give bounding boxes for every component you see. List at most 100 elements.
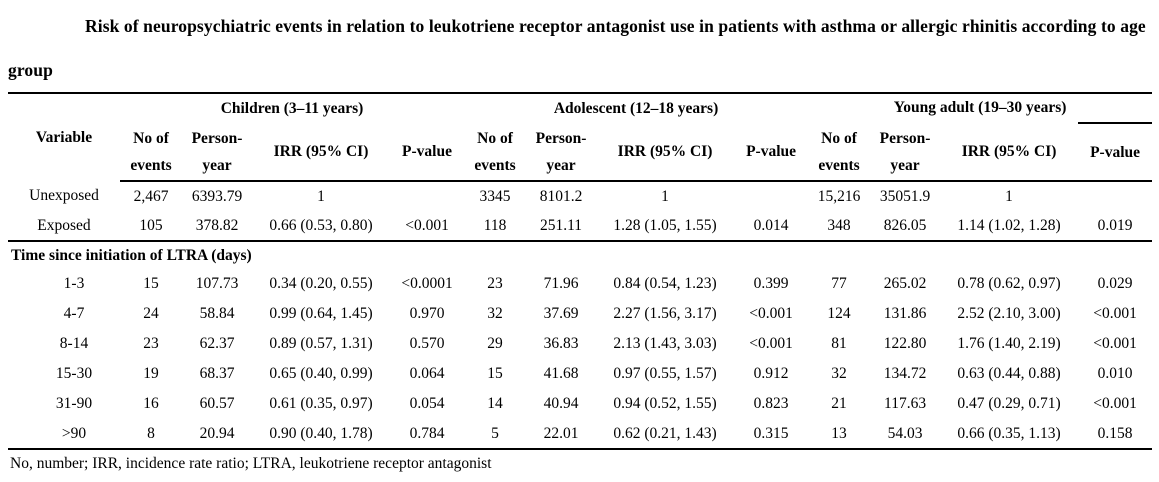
cell-young-adult-no-of-events: 13 — [808, 419, 871, 450]
group-header-adolescent: Adolescent (12–18 years) — [464, 92, 809, 123]
cell-children-irr-95ci: 0.90 (0.40, 1.78) — [252, 419, 390, 450]
cell-children-p-value: 0.064 — [409, 365, 445, 382]
cell-young-adult-p-value: <0.001 — [1093, 305, 1137, 322]
cell-children-p-value: 0.784 — [390, 419, 465, 450]
cell-adolescent-person-year: 8101.2 — [539, 187, 583, 205]
cell-young-adult-irr-95ci: 1.76 (1.40, 2.19) — [957, 335, 1061, 352]
sub-header-irr-95ci-children: IRR (95% CI) — [252, 123, 390, 182]
cell-children-no-of-events: 19 — [143, 365, 159, 382]
cell-young-adult-no-of-events: 77 — [831, 275, 847, 292]
cell-young-adult-no-of-events: 15,216 — [817, 187, 861, 205]
sub-header-no-of-events-young-adult: No of events — [808, 123, 871, 182]
sub-header-person-year-children: Person-year — [182, 123, 252, 182]
cell-young-adult-person-year: 35051.9 — [879, 187, 931, 205]
cell-children-no-of-events: 16 — [143, 395, 159, 412]
section-header: Time since initiation of LTRA (days) — [8, 240, 1153, 269]
group-header-young-adult: Young adult (19–30 years) — [808, 92, 1153, 123]
cell-adolescent-p-value: 0.823 — [753, 395, 789, 412]
cell-adolescent-no-of-events: 29 — [487, 335, 503, 352]
cell-children-p-value: <0.0001 — [401, 275, 453, 292]
table-row: 4-7 24 58.84 0.99 (0.64, 1.45) 0.970 32 37.69 2… — [8, 299, 1152, 329]
cell-young-adult-p-value: 0.019 — [1097, 216, 1133, 234]
page: Risk of neuropsychiatric events in relat… — [0, 4, 1159, 482]
cell-children-person-year: 378.82 — [195, 216, 239, 234]
cell-young-adult-p-value: <0.001 — [1093, 395, 1137, 412]
row-label: 1-3 — [63, 275, 85, 292]
row-label: 4-7 — [63, 305, 85, 322]
cell-adolescent-irr-95ci: 0.62 (0.21, 1.43) — [596, 419, 735, 450]
cell-adolescent-irr-95ci: 0.97 (0.55, 1.57) — [613, 365, 717, 382]
cell-adolescent-irr-95ci: 1 — [661, 187, 669, 205]
table-title: Risk of neuropsychiatric events in relat… — [8, 16, 1146, 80]
cell-adolescent-no-of-events: 15 — [487, 365, 503, 382]
cell-young-adult-p-value: 0.029 — [1097, 275, 1133, 292]
cell-adolescent-person-year: 71.96 — [543, 275, 579, 292]
cell-young-adult-irr-95ci: 1 — [1005, 187, 1013, 205]
cell-young-adult-person-year: 265.02 — [883, 275, 927, 292]
table-row: >90 8 20.94 0.90 (0.40, 1.78) 0.784 5 22.01 0.6… — [8, 419, 1153, 450]
cell-young-adult-person-year: 131.86 — [883, 305, 927, 322]
cell-children-person-year: 6393.79 — [191, 187, 243, 205]
cell-adolescent-p-value: 0.315 — [734, 419, 809, 450]
cell-adolescent-no-of-events: 5 — [464, 419, 527, 450]
cell-adolescent-person-year: 36.83 — [543, 335, 579, 352]
cell-children-no-of-events: 15 — [143, 275, 159, 292]
cell-young-adult-no-of-events: 81 — [831, 335, 847, 352]
cell-young-adult-person-year: 54.03 — [870, 419, 941, 450]
row-label: >90 — [8, 419, 120, 450]
cell-adolescent-person-year: 22.01 — [526, 419, 597, 450]
cell-adolescent-no-of-events: 118 — [483, 216, 507, 234]
cell-young-adult-p-value: <0.001 — [1093, 335, 1137, 352]
sub-header-person-year-adolescent: Person-year — [526, 123, 597, 182]
cell-children-irr-95ci: 0.61 (0.35, 0.97) — [269, 395, 373, 412]
cell-young-adult-no-of-events: 32 — [831, 365, 847, 382]
cell-adolescent-p-value — [734, 181, 808, 211]
cell-adolescent-no-of-events: 3345 — [479, 187, 511, 205]
cell-children-no-of-events: 2,467 — [133, 187, 169, 205]
cell-adolescent-irr-95ci: 0.94 (0.52, 1.55) — [613, 395, 717, 412]
cell-adolescent-person-year: 41.68 — [543, 365, 579, 382]
cell-children-p-value: 0.970 — [409, 305, 445, 322]
variable-column-header: Variable — [8, 92, 120, 181]
cell-adolescent-p-value: 0.912 — [753, 365, 789, 382]
cell-children-no-of-events: 8 — [120, 419, 182, 450]
cell-adolescent-person-year: 37.69 — [543, 305, 579, 322]
cell-children-person-year: 62.37 — [199, 335, 235, 352]
cell-adolescent-no-of-events: 23 — [487, 275, 503, 292]
cell-children-p-value — [390, 181, 464, 211]
cell-children-irr-95ci: 0.34 (0.20, 0.55) — [269, 275, 373, 292]
sub-header-p-value-children: P-value — [390, 123, 465, 182]
cell-young-adult-person-year: 117.63 — [884, 395, 927, 412]
cell-young-adult-irr-95ci: 0.63 (0.44, 0.88) — [957, 365, 1061, 382]
cell-young-adult-irr-95ci: 0.66 (0.35, 1.13) — [940, 419, 1079, 450]
sub-header-row: No of events Person-year IRR (95% CI) P-val… — [8, 122, 1153, 182]
cell-adolescent-no-of-events: 14 — [487, 395, 503, 412]
table-row: 8-14 23 62.37 0.89 (0.57, 1.31) 0.570 29 36.83… — [8, 329, 1152, 359]
cell-young-adult-irr-95ci: 0.78 (0.62, 0.97) — [957, 275, 1061, 292]
sub-header-person-year-young-adult: Person-year — [870, 123, 941, 182]
cell-children-no-of-events: 105 — [139, 216, 163, 234]
cell-children-irr-95ci: 1 — [317, 187, 325, 205]
cell-adolescent-p-value: 0.014 — [753, 216, 789, 234]
table-row: 1-3 15 107.73 0.34 (0.20, 0.55) <0.0001 23 71.… — [8, 269, 1152, 299]
cell-children-irr-95ci: 0.89 (0.57, 1.31) — [269, 335, 373, 352]
cell-adolescent-person-year: 40.94 — [543, 395, 579, 412]
cell-children-irr-95ci: 0.65 (0.40, 0.99) — [269, 365, 373, 382]
results-table: Variable Children (3–11 years) Adolescen… — [8, 92, 1153, 450]
row-label: 15-30 — [55, 365, 93, 382]
cell-children-person-year: 60.57 — [199, 395, 235, 412]
cell-young-adult-person-year: 122.80 — [883, 335, 927, 352]
cell-young-adult-irr-95ci: 1.14 (1.02, 1.28) — [957, 216, 1061, 234]
cell-children-person-year: 20.94 — [182, 419, 252, 450]
cell-children-no-of-events: 24 — [143, 305, 159, 322]
row-label: Exposed — [37, 216, 91, 234]
cell-children-person-year: 68.37 — [199, 365, 235, 382]
cell-children-irr-95ci: 0.66 (0.53, 0.80) — [269, 216, 373, 234]
cell-adolescent-person-year: 251.11 — [540, 216, 583, 234]
section-row-time-since-initiation: Time since initiation of LTRA (days) — [8, 240, 1153, 269]
cell-adolescent-no-of-events: 32 — [487, 305, 503, 322]
cell-young-adult-irr-95ci: 0.47 (0.29, 0.71) — [957, 395, 1061, 412]
table-row: Unexposed 2,467 6393.79 1 3345 8101.2 1 15,216 3… — [8, 181, 1152, 211]
cell-children-p-value: 0.054 — [409, 395, 445, 412]
cell-young-adult-person-year: 134.72 — [883, 365, 927, 382]
